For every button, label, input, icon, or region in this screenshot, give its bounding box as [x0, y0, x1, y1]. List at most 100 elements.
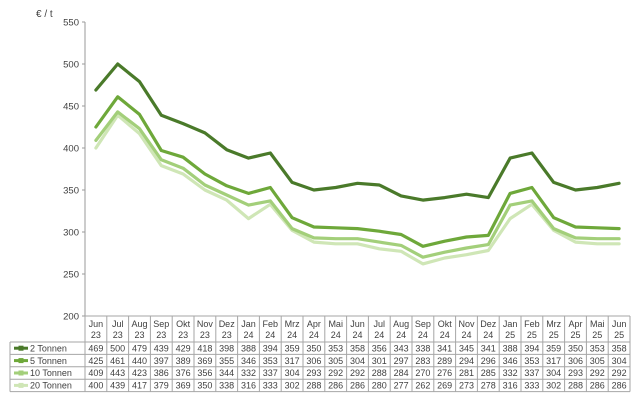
y-tick-label: 200 — [63, 312, 79, 323]
y-tick-label: 350 — [63, 186, 79, 197]
table-value-cell: 316 — [241, 381, 256, 391]
table-value-cell: 292 — [590, 368, 605, 378]
table-value-cell: 341 — [437, 343, 452, 353]
table-value-cell: 345 — [459, 343, 474, 353]
table-value-cell: 296 — [481, 356, 496, 366]
table-value-cell: 286 — [612, 381, 627, 391]
table-value-cell: 297 — [394, 356, 409, 366]
x-tick-label-month: Okt — [438, 319, 453, 329]
table-value-cell: 270 — [415, 368, 430, 378]
series-line-10-tonnen — [94, 110, 621, 259]
table-value-cell: 353 — [524, 356, 539, 366]
x-tick-label-year: 24 — [331, 330, 341, 340]
table-value-cell: 379 — [154, 381, 169, 391]
x-tick-label-year: 23 — [91, 330, 101, 340]
x-tick-label-month: Mrz — [285, 319, 300, 329]
table-value-cell: 304 — [350, 356, 365, 366]
table-value-cell: 304 — [546, 368, 561, 378]
legend-series-name: 20 Tonnen — [30, 381, 72, 391]
table-value-cell: 389 — [176, 356, 191, 366]
x-tick-label-year: 23 — [113, 330, 123, 340]
table-value-cell: 500 — [110, 343, 125, 353]
table-value-cell: 400 — [88, 381, 103, 391]
table-value-cell: 440 — [132, 356, 147, 366]
table-value-cell: 469 — [88, 343, 103, 353]
table-value-cell: 479 — [132, 343, 147, 353]
x-tick-label-year: 24 — [309, 330, 319, 340]
x-tick-label-year: 25 — [527, 330, 537, 340]
x-tick-label-month: Mai — [590, 319, 605, 329]
table-value-cell: 292 — [328, 368, 343, 378]
table-value-cell: 388 — [503, 343, 518, 353]
table-value-cell: 273 — [459, 381, 474, 391]
legend-series-name: 2 Tonnen — [30, 343, 67, 353]
x-tick-label-month: Sep — [415, 319, 431, 329]
x-tick-label-year: 24 — [265, 330, 275, 340]
table-value-cell: 356 — [372, 343, 387, 353]
x-tick-label-year: 23 — [134, 330, 144, 340]
table-value-cell: 293 — [568, 368, 583, 378]
x-tick-label-month: Jul — [374, 319, 386, 329]
table-value-cell: 302 — [546, 381, 561, 391]
table-value-cell: 294 — [459, 356, 474, 366]
x-tick-label-month: Mai — [328, 319, 343, 329]
table-value-cell: 332 — [503, 368, 518, 378]
y-tick-label: 250 — [63, 270, 79, 281]
table-value-cell: 376 — [176, 368, 191, 378]
legend-key-marker — [18, 370, 24, 376]
table-value-cell: 439 — [110, 381, 125, 391]
legend-series-name: 10 Tonnen — [30, 368, 72, 378]
table-value-cell: 461 — [110, 356, 125, 366]
table-value-cell: 292 — [612, 368, 627, 378]
table-value-cell: 333 — [263, 381, 278, 391]
table-value-cell: 277 — [394, 381, 409, 391]
x-tick-label-month: Jan — [241, 319, 256, 329]
table-value-cell: 343 — [394, 343, 409, 353]
x-tick-label-month: Nov — [197, 319, 214, 329]
table-value-cell: 388 — [241, 343, 256, 353]
x-tick-label-month: Aug — [131, 319, 147, 329]
x-tick-label-year: 24 — [440, 330, 450, 340]
table-value-cell: 306 — [568, 356, 583, 366]
y-tick-label: 550 — [63, 18, 79, 29]
table-value-cell: 346 — [241, 356, 256, 366]
table-value-cell: 398 — [219, 343, 234, 353]
table-value-cell: 394 — [524, 343, 539, 353]
table-value-cell: 359 — [285, 343, 300, 353]
table-value-cell: 305 — [328, 356, 343, 366]
x-tick-label-month: Aug — [393, 319, 409, 329]
series-line-20-tonnen — [94, 113, 621, 266]
table-value-cell: 286 — [590, 381, 605, 391]
x-tick-label-month: Dez — [219, 319, 236, 329]
x-tick-label-month: Jun — [612, 319, 627, 329]
table-value-cell: 332 — [241, 368, 256, 378]
table-value-cell: 284 — [394, 368, 409, 378]
legend-key-marker — [18, 345, 24, 351]
table-value-cell: 341 — [481, 343, 496, 353]
table-value-cell: 288 — [568, 381, 583, 391]
y-tick-label: 400 — [63, 144, 79, 155]
table-value-cell: 304 — [612, 356, 627, 366]
table-value-cell: 302 — [285, 381, 300, 391]
legend-key-marker — [18, 358, 24, 364]
table-value-cell: 317 — [285, 356, 300, 366]
x-tick-label-month: Jun — [350, 319, 365, 329]
table-value-cell: 304 — [285, 368, 300, 378]
table-value-cell: 286 — [350, 381, 365, 391]
x-tick-label-year: 24 — [374, 330, 384, 340]
table-value-cell: 316 — [503, 381, 518, 391]
table-value-cell: 350 — [568, 343, 583, 353]
table-value-cell: 443 — [110, 368, 125, 378]
table-value-cell: 338 — [415, 343, 430, 353]
table-value-cell: 317 — [546, 356, 561, 366]
table-value-cell: 417 — [132, 381, 147, 391]
y-axis-label: € / t — [36, 9, 53, 20]
table-value-cell: 333 — [524, 381, 539, 391]
table-value-cell: 423 — [132, 368, 147, 378]
x-tick-label-year: 25 — [614, 330, 624, 340]
x-tick-label-year: 25 — [570, 330, 580, 340]
x-tick-label-month: Apr — [568, 319, 582, 329]
x-tick-label-month: Feb — [524, 319, 540, 329]
table-value-cell: 269 — [437, 381, 452, 391]
x-tick-label-month: Apr — [307, 319, 321, 329]
